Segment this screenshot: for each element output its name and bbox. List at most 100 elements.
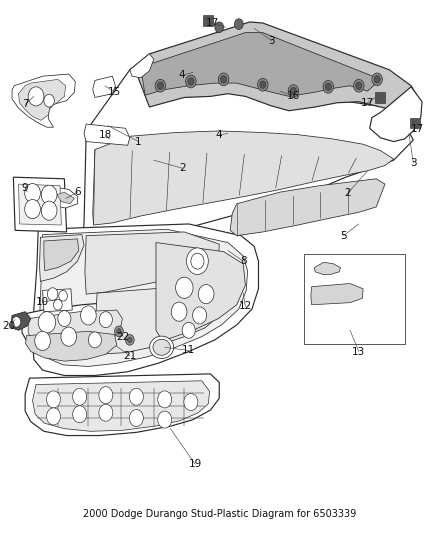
Text: 17: 17 [411, 124, 424, 134]
Text: 3: 3 [268, 36, 275, 45]
Circle shape [99, 386, 113, 403]
Text: 18: 18 [99, 130, 113, 140]
Polygon shape [130, 22, 420, 112]
Circle shape [353, 79, 364, 92]
Circle shape [47, 288, 58, 301]
Polygon shape [156, 243, 245, 341]
Text: 8: 8 [240, 256, 247, 266]
Polygon shape [18, 184, 61, 225]
Polygon shape [82, 70, 413, 248]
Circle shape [38, 312, 56, 333]
Circle shape [290, 87, 297, 95]
Polygon shape [14, 177, 67, 232]
Polygon shape [85, 232, 219, 294]
Polygon shape [93, 76, 116, 98]
Text: 16: 16 [287, 91, 300, 101]
Polygon shape [44, 239, 79, 271]
Polygon shape [25, 374, 219, 435]
Circle shape [215, 22, 223, 33]
Text: 9: 9 [22, 183, 28, 193]
Polygon shape [18, 79, 66, 120]
Circle shape [41, 185, 57, 204]
Text: 13: 13 [352, 346, 365, 357]
Circle shape [25, 183, 40, 203]
Circle shape [323, 80, 333, 93]
Circle shape [157, 82, 163, 90]
Polygon shape [12, 74, 75, 127]
Bar [375, 92, 385, 103]
Circle shape [58, 311, 71, 327]
Polygon shape [11, 312, 31, 330]
Text: 2: 2 [179, 163, 185, 173]
Circle shape [158, 391, 172, 408]
Polygon shape [25, 332, 117, 361]
Circle shape [46, 391, 60, 408]
Circle shape [258, 78, 268, 91]
Circle shape [129, 409, 143, 426]
Circle shape [182, 322, 195, 338]
Circle shape [171, 302, 187, 321]
Text: 6: 6 [74, 187, 81, 197]
Polygon shape [130, 54, 154, 78]
Polygon shape [39, 235, 84, 281]
Circle shape [129, 388, 143, 405]
Circle shape [234, 19, 243, 29]
Text: 7: 7 [22, 99, 28, 109]
Polygon shape [28, 310, 122, 351]
Circle shape [193, 307, 207, 324]
Circle shape [219, 73, 229, 86]
Text: 1: 1 [135, 136, 142, 147]
Circle shape [73, 406, 87, 423]
Text: 4: 4 [216, 130, 223, 140]
Ellipse shape [150, 336, 173, 359]
Circle shape [184, 393, 198, 410]
Circle shape [99, 312, 113, 328]
Polygon shape [230, 179, 385, 236]
Text: 21: 21 [123, 351, 137, 361]
Circle shape [125, 335, 134, 345]
Circle shape [61, 327, 77, 346]
Polygon shape [84, 124, 130, 146]
Text: 12: 12 [239, 301, 252, 311]
Polygon shape [42, 289, 72, 312]
Circle shape [260, 81, 266, 88]
Text: 4: 4 [179, 70, 185, 80]
Circle shape [198, 285, 214, 304]
Circle shape [158, 411, 172, 428]
Circle shape [374, 76, 380, 83]
Circle shape [187, 248, 208, 274]
Circle shape [155, 79, 166, 92]
Polygon shape [42, 185, 78, 208]
Circle shape [88, 332, 102, 348]
Circle shape [325, 83, 331, 91]
Circle shape [35, 332, 50, 351]
Circle shape [12, 317, 21, 327]
Text: 11: 11 [182, 345, 195, 356]
Polygon shape [95, 287, 219, 354]
Text: 19: 19 [189, 459, 202, 469]
Circle shape [99, 404, 113, 421]
Circle shape [221, 76, 226, 83]
Text: 17: 17 [206, 18, 219, 28]
Polygon shape [93, 131, 394, 225]
Circle shape [188, 78, 194, 85]
Circle shape [117, 329, 121, 334]
Circle shape [41, 201, 57, 220]
Circle shape [25, 199, 40, 219]
Circle shape [59, 290, 67, 301]
Polygon shape [32, 381, 210, 431]
Bar [410, 118, 420, 128]
Polygon shape [141, 33, 381, 96]
Bar [304, 254, 405, 344]
Ellipse shape [153, 340, 170, 356]
Circle shape [186, 75, 196, 88]
Circle shape [73, 388, 87, 405]
Circle shape [356, 82, 362, 90]
Text: 10: 10 [36, 297, 49, 307]
Circle shape [372, 73, 382, 86]
Text: 3: 3 [410, 158, 417, 168]
Circle shape [81, 306, 96, 325]
Text: 15: 15 [108, 87, 121, 97]
Text: 2000 Dodge Durango Stud-Plastic Diagram for 6503339: 2000 Dodge Durango Stud-Plastic Diagram … [83, 509, 356, 519]
Circle shape [127, 337, 132, 343]
